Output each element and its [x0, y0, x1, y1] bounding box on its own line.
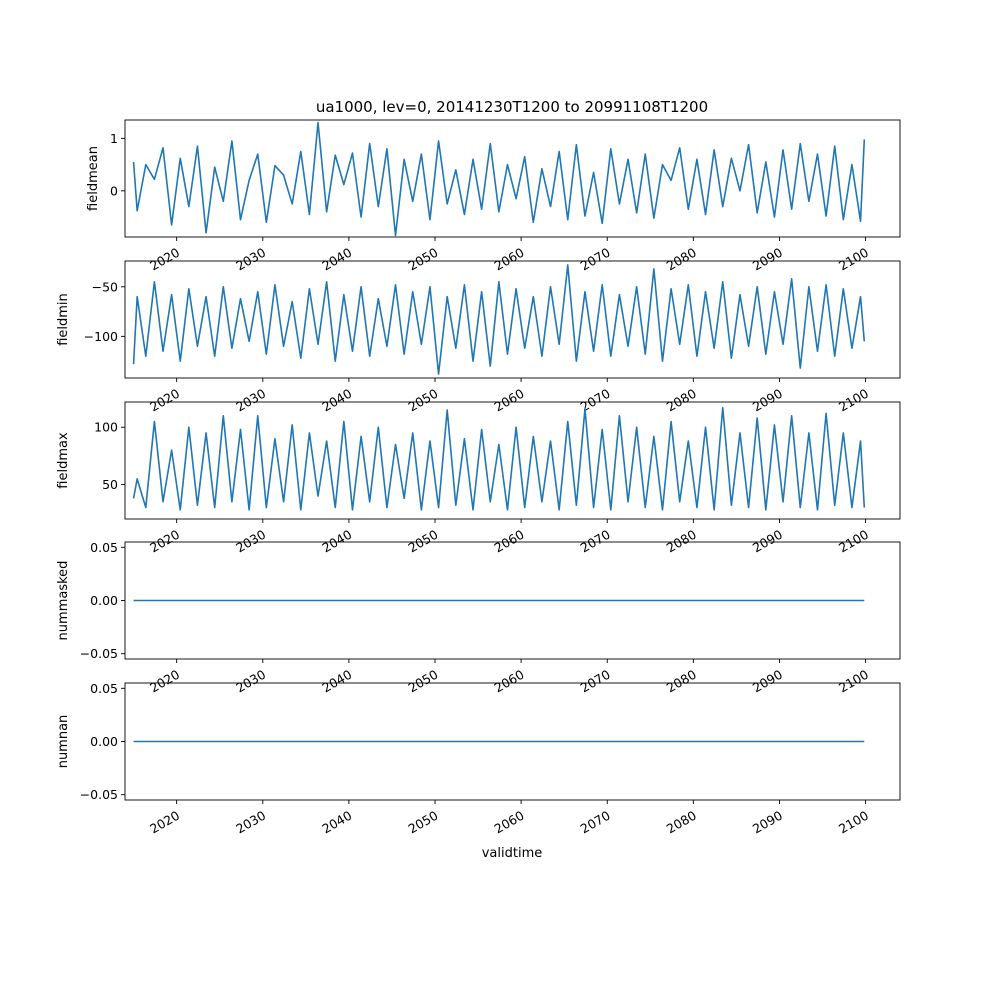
nummasked-y-tick-label: 0.00	[90, 593, 118, 608]
nummasked-y-tick-label: −0.05	[80, 646, 118, 661]
fieldmean-y-axis-label: fieldmean	[86, 146, 101, 211]
fieldmax-y-axis-label: fieldmax	[56, 432, 71, 489]
numnan-y-tick-label: 0.00	[90, 734, 118, 749]
numnan-y-tick-label: −0.05	[80, 787, 118, 802]
x-axis-label: validtime	[482, 846, 543, 861]
fieldmax-axes-frame	[124, 401, 901, 520]
numnan-y-tick-label: 0.05	[90, 681, 118, 696]
fieldmean-y-tick-label: 0	[110, 183, 118, 198]
fieldmean-series-line	[132, 121, 866, 237]
fieldmax-series-line	[132, 406, 866, 511]
nummasked-y-tick-label: 0.05	[90, 540, 118, 555]
fieldmax-y-tick-label: 50	[102, 477, 118, 492]
fieldmin-y-tick-label: −50	[92, 279, 118, 294]
fieldmax-y-tick-label: 100	[94, 420, 118, 435]
fieldmean-axes-frame	[124, 119, 901, 238]
numnan-y-axis-label: numnan	[56, 715, 71, 769]
fieldmin-axes-frame	[124, 260, 901, 379]
chart-title: ua1000, lev=0, 20141230T1200 to 20991108…	[316, 98, 708, 116]
fieldmin-series-line	[132, 264, 866, 375]
fieldmean-y-tick-label: 1	[110, 131, 118, 146]
nummasked-y-axis-label: nummasked	[56, 561, 71, 641]
fieldmin-y-axis-label: fieldmin	[56, 293, 71, 346]
fieldmin-y-tick-label: −100	[84, 329, 118, 344]
